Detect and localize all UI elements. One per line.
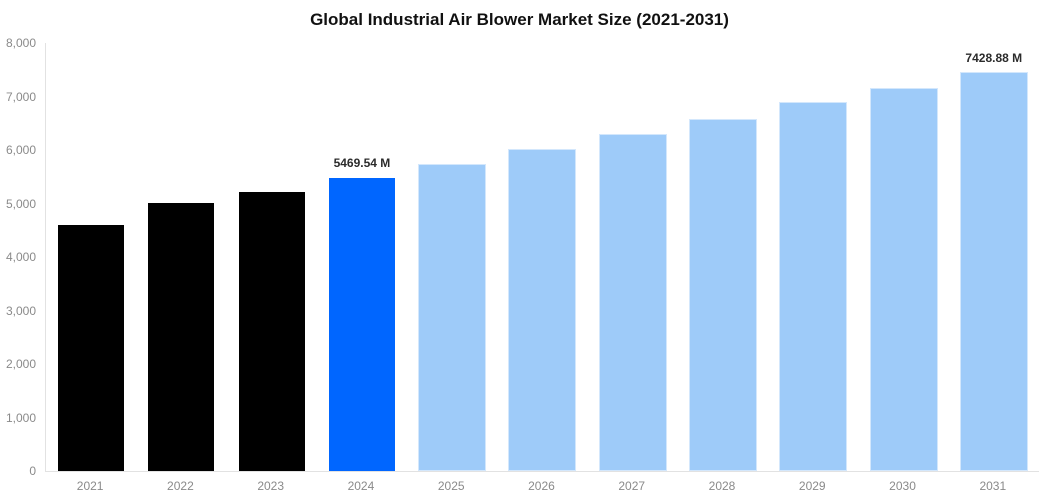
y-tick-label-4000: 4,000 — [5, 250, 36, 264]
bar-2024: 5469.54 M — [328, 156, 395, 471]
bar-2022 — [148, 202, 215, 471]
bar-2029 — [779, 102, 848, 471]
bar-column — [588, 43, 678, 471]
x-tick-label-2027: 2027 — [618, 479, 646, 493]
bar-column — [227, 43, 317, 471]
bar-column — [678, 43, 768, 471]
x-tick-label-2021: 2021 — [76, 479, 104, 493]
bar-2027 — [598, 134, 667, 471]
y-tick-label-6000: 6,000 — [5, 143, 36, 157]
x-tick-label-2029: 2029 — [798, 479, 826, 493]
y-tick-label-7000: 7,000 — [5, 89, 36, 104]
plot-area: 5469.54 M 7428.88 M — [45, 43, 1039, 472]
x-tick-label-2026: 2026 — [528, 479, 555, 493]
bar-column: 5469.54 M — [317, 43, 407, 471]
x-tick-label-2031: 2031 — [979, 479, 1007, 493]
y-tick-label-2000: 2,000 — [5, 357, 36, 371]
bar-value-label-2024: 5469.54 M — [333, 156, 391, 171]
y-tick-label-8000: 8,000 — [5, 36, 36, 50]
bar-column: 7428.88 M — [949, 43, 1039, 471]
y-axis: 0 1,000 2,000 3,000 4,000 5,000 6,000 7,000 8,00… — [0, 36, 36, 478]
bar-2025 — [418, 163, 487, 471]
bar-value-label-2031: 7428.88 M — [965, 50, 1023, 65]
bars-row: 5469.54 M 7428.88 M — [46, 43, 1039, 471]
bar-2023 — [238, 191, 305, 471]
x-tick-label-2028: 2028 — [708, 479, 736, 493]
bar-2026 — [508, 148, 577, 471]
y-tick-label-1000: 1,000 — [5, 410, 36, 425]
bar-2028 — [688, 118, 757, 471]
x-tick-label-2024: 2024 — [347, 479, 375, 493]
bar-column — [497, 43, 587, 471]
bar-column — [858, 43, 948, 471]
bar-column — [136, 43, 226, 471]
x-axis: 2021 2022 2023 2024 2025 2026 2027 2028 2029 2030… — [45, 479, 1038, 493]
chart-title: Global Industrial Air Blower Market Size… — [310, 10, 729, 29]
y-tick-label-0: 0 — [29, 464, 36, 478]
bar-2031: 7428.88 M — [959, 51, 1028, 471]
bar-2021 — [58, 224, 125, 471]
x-tick-label-2023: 2023 — [257, 479, 285, 493]
y-tick-label-5000: 5,000 — [5, 196, 36, 211]
bar-2030 — [869, 88, 938, 471]
bar-column — [46, 43, 136, 471]
x-tick-label-2030: 2030 — [889, 479, 916, 493]
bar-column — [407, 43, 497, 471]
x-tick-label-2022: 2022 — [167, 479, 194, 493]
y-tick-label-3000: 3,000 — [5, 303, 36, 318]
x-tick-label-2025: 2025 — [437, 479, 465, 493]
bar-column — [768, 43, 858, 471]
